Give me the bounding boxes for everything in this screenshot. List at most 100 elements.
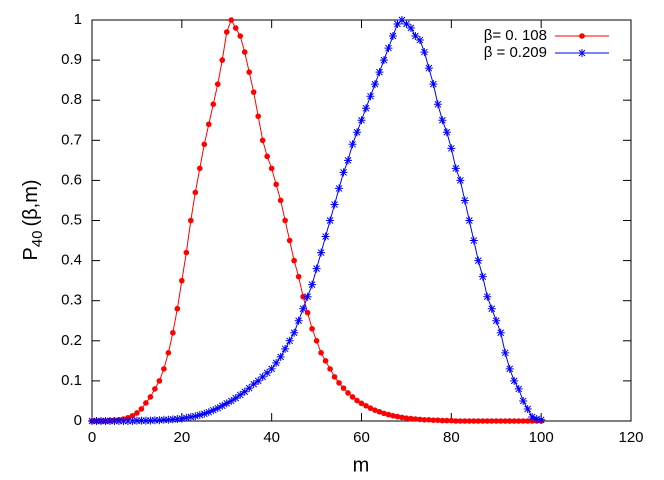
data-point (204, 408, 213, 417)
data-point (335, 184, 344, 193)
data-point (277, 197, 284, 204)
data-point (267, 364, 276, 373)
data-point (322, 358, 329, 364)
legend-marker (579, 33, 585, 39)
data-point (268, 165, 275, 172)
data-point (475, 418, 482, 424)
x-tick-label: 120 (618, 429, 643, 446)
data-point (241, 49, 248, 55)
data-point (487, 304, 496, 313)
data-point (367, 405, 374, 411)
data-point (478, 272, 487, 281)
data-point (426, 416, 432, 423)
data-point (173, 414, 182, 423)
data-point (415, 36, 424, 45)
data-point (264, 153, 270, 160)
data-point (179, 277, 185, 284)
data-point (240, 387, 249, 396)
data-point (417, 416, 423, 423)
data-point (420, 48, 429, 57)
data-point (286, 237, 293, 244)
data-point (470, 418, 477, 424)
data-point (232, 25, 239, 31)
x-tick-label: 100 (529, 429, 554, 446)
data-point (327, 366, 333, 372)
data-point (300, 293, 306, 300)
data-point (483, 292, 492, 301)
data-point (537, 415, 546, 424)
x-tick-label: 40 (263, 429, 280, 446)
data-point (529, 418, 535, 424)
y-tick-label: 0.4 (61, 252, 82, 269)
data-point (411, 32, 420, 41)
data-point (375, 68, 384, 77)
data-point (249, 380, 258, 389)
legend-label: β = 0.209 (484, 44, 547, 61)
data-point (515, 418, 522, 424)
data-point (474, 256, 483, 265)
data-point (165, 350, 172, 356)
data-point (402, 20, 411, 29)
data-point (532, 414, 541, 423)
data-point (451, 164, 460, 173)
data-point (497, 418, 504, 424)
data-point (250, 89, 257, 95)
data-point (177, 414, 186, 423)
data-point (330, 200, 339, 209)
data-point (363, 402, 369, 409)
data-point (237, 33, 244, 39)
series-line (92, 18, 542, 422)
data-point (281, 344, 290, 353)
data-point (424, 64, 433, 73)
data-point (439, 417, 446, 424)
data-point (197, 165, 203, 172)
data-point (255, 113, 261, 120)
data-point (101, 417, 110, 425)
data-point (336, 380, 342, 386)
data-point (312, 264, 321, 273)
data-point (453, 418, 459, 424)
data-point (412, 416, 419, 422)
data-point (150, 416, 159, 425)
data-point (231, 394, 240, 403)
data-point (313, 338, 320, 344)
data-point (317, 248, 326, 257)
data-point (282, 217, 288, 224)
data-point (430, 417, 437, 423)
data-point (105, 417, 114, 425)
data-point (528, 412, 537, 421)
data-point (340, 385, 347, 391)
data-point (429, 80, 438, 89)
data-point (376, 408, 383, 415)
data-point (361, 104, 370, 113)
data-point (488, 418, 495, 424)
data-point (132, 416, 141, 425)
data-point (134, 410, 140, 416)
data-point (406, 24, 415, 33)
data-point (129, 412, 136, 419)
data-point (501, 348, 510, 357)
data-point (348, 140, 357, 149)
data-point (388, 32, 397, 41)
data-point (186, 412, 195, 421)
data-point (114, 417, 123, 425)
plot-border (91, 19, 632, 422)
data-point (245, 384, 254, 393)
data-point (444, 417, 450, 424)
data-point (294, 316, 303, 325)
data-point (119, 417, 128, 425)
data-point (218, 401, 227, 410)
data-point (183, 249, 190, 256)
data-point (506, 418, 513, 424)
data-point (421, 416, 428, 423)
data-point (96, 417, 105, 425)
data-point (447, 144, 456, 153)
data-point (263, 368, 272, 377)
data-point (357, 116, 366, 125)
data-point (143, 400, 149, 406)
data-point (505, 364, 514, 373)
y-tick-label: 0.2 (61, 332, 82, 349)
data-point (295, 273, 302, 280)
data-point (156, 378, 163, 384)
